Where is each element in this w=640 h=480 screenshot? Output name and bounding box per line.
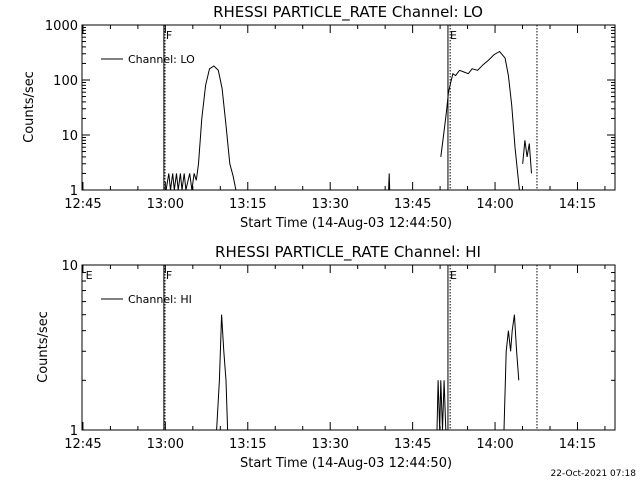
x-tick-label: 13:30 [311,197,348,212]
y-axis-label: Counts/sec [36,311,51,383]
event-marker-label: F [166,29,172,42]
x-axis-label: Start Time (14-Aug-03 12:44:50) [240,216,452,231]
y-tick-label: 1 [70,424,78,439]
event-marker-label: E [450,269,457,282]
x-tick-label: 13:15 [229,197,266,212]
y-tick-label: 10 [61,259,78,274]
event-marker-label: F [166,269,172,282]
series-line [436,380,447,431]
x-tick-label: 14:15 [559,437,596,452]
y-tick-label: 100 [53,74,78,89]
y-tick-label: 10 [61,129,78,144]
series-line [522,140,532,174]
series-line [216,314,229,431]
series-line [503,314,520,431]
series-line [388,173,391,191]
x-tick-label: 13:45 [394,197,431,212]
x-tick-label: 12:45 [64,437,101,452]
event-marker-label: E [450,29,457,42]
legend-label: Channel: LO [128,53,195,66]
plot-frame [81,24,616,191]
x-tick-label: 14:00 [476,437,513,452]
hi-channel-panel: RHESSI PARTICLE_RATE Channel: HI Counts/… [36,243,616,471]
x-axis-label: Start Time (14-Aug-03 12:44:50) [240,456,452,471]
legend-label: Channel: HI [128,293,192,306]
x-tick-label: 13:45 [394,437,431,452]
lo-channel-panel: RHESSI PARTICLE_RATE Channel: LO Counts/… [22,3,616,231]
event-marker-label: E [86,269,93,282]
x-tick-label: 13:15 [229,437,266,452]
chart-title: RHESSI PARTICLE_RATE Channel: LO [213,3,483,22]
plot-frame [81,264,616,431]
footer-timestamp: 22-Oct-2021 07:18 [551,469,637,479]
series-line [440,50,520,191]
series-line [165,65,239,191]
x-tick-label: 13:00 [147,437,184,452]
x-tick-label: 13:30 [311,437,348,452]
x-tick-label: 14:00 [476,197,513,212]
y-tick-label: 1 [70,184,78,199]
x-tick-label: 13:00 [147,197,184,212]
x-tick-label: 14:15 [559,197,596,212]
legend: Channel: HI [101,293,192,306]
y-axis-label: Counts/sec [22,71,37,143]
x-tick-label: 12:45 [64,197,101,212]
legend: Channel: LO [101,53,195,66]
y-tick-label: 1000 [45,19,78,34]
chart-title: RHESSI PARTICLE_RATE Channel: HI [215,243,481,262]
